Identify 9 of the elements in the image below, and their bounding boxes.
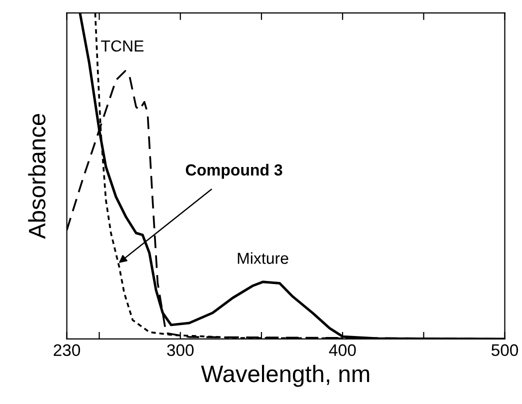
- annotation: Mixture: [238, 252, 288, 264]
- x-tick-label: 230: [54, 344, 80, 356]
- x-tick-label: 300: [167, 344, 194, 356]
- x-tick-label: 500: [492, 344, 518, 356]
- annotation: TCNE: [101, 40, 144, 52]
- x-axis-title: Wavelength, nm: [201, 364, 370, 387]
- y-axis-title: Absorbance: [28, 114, 46, 239]
- x-tick-label: 400: [329, 344, 356, 356]
- annotation: Compound 3: [186, 164, 282, 179]
